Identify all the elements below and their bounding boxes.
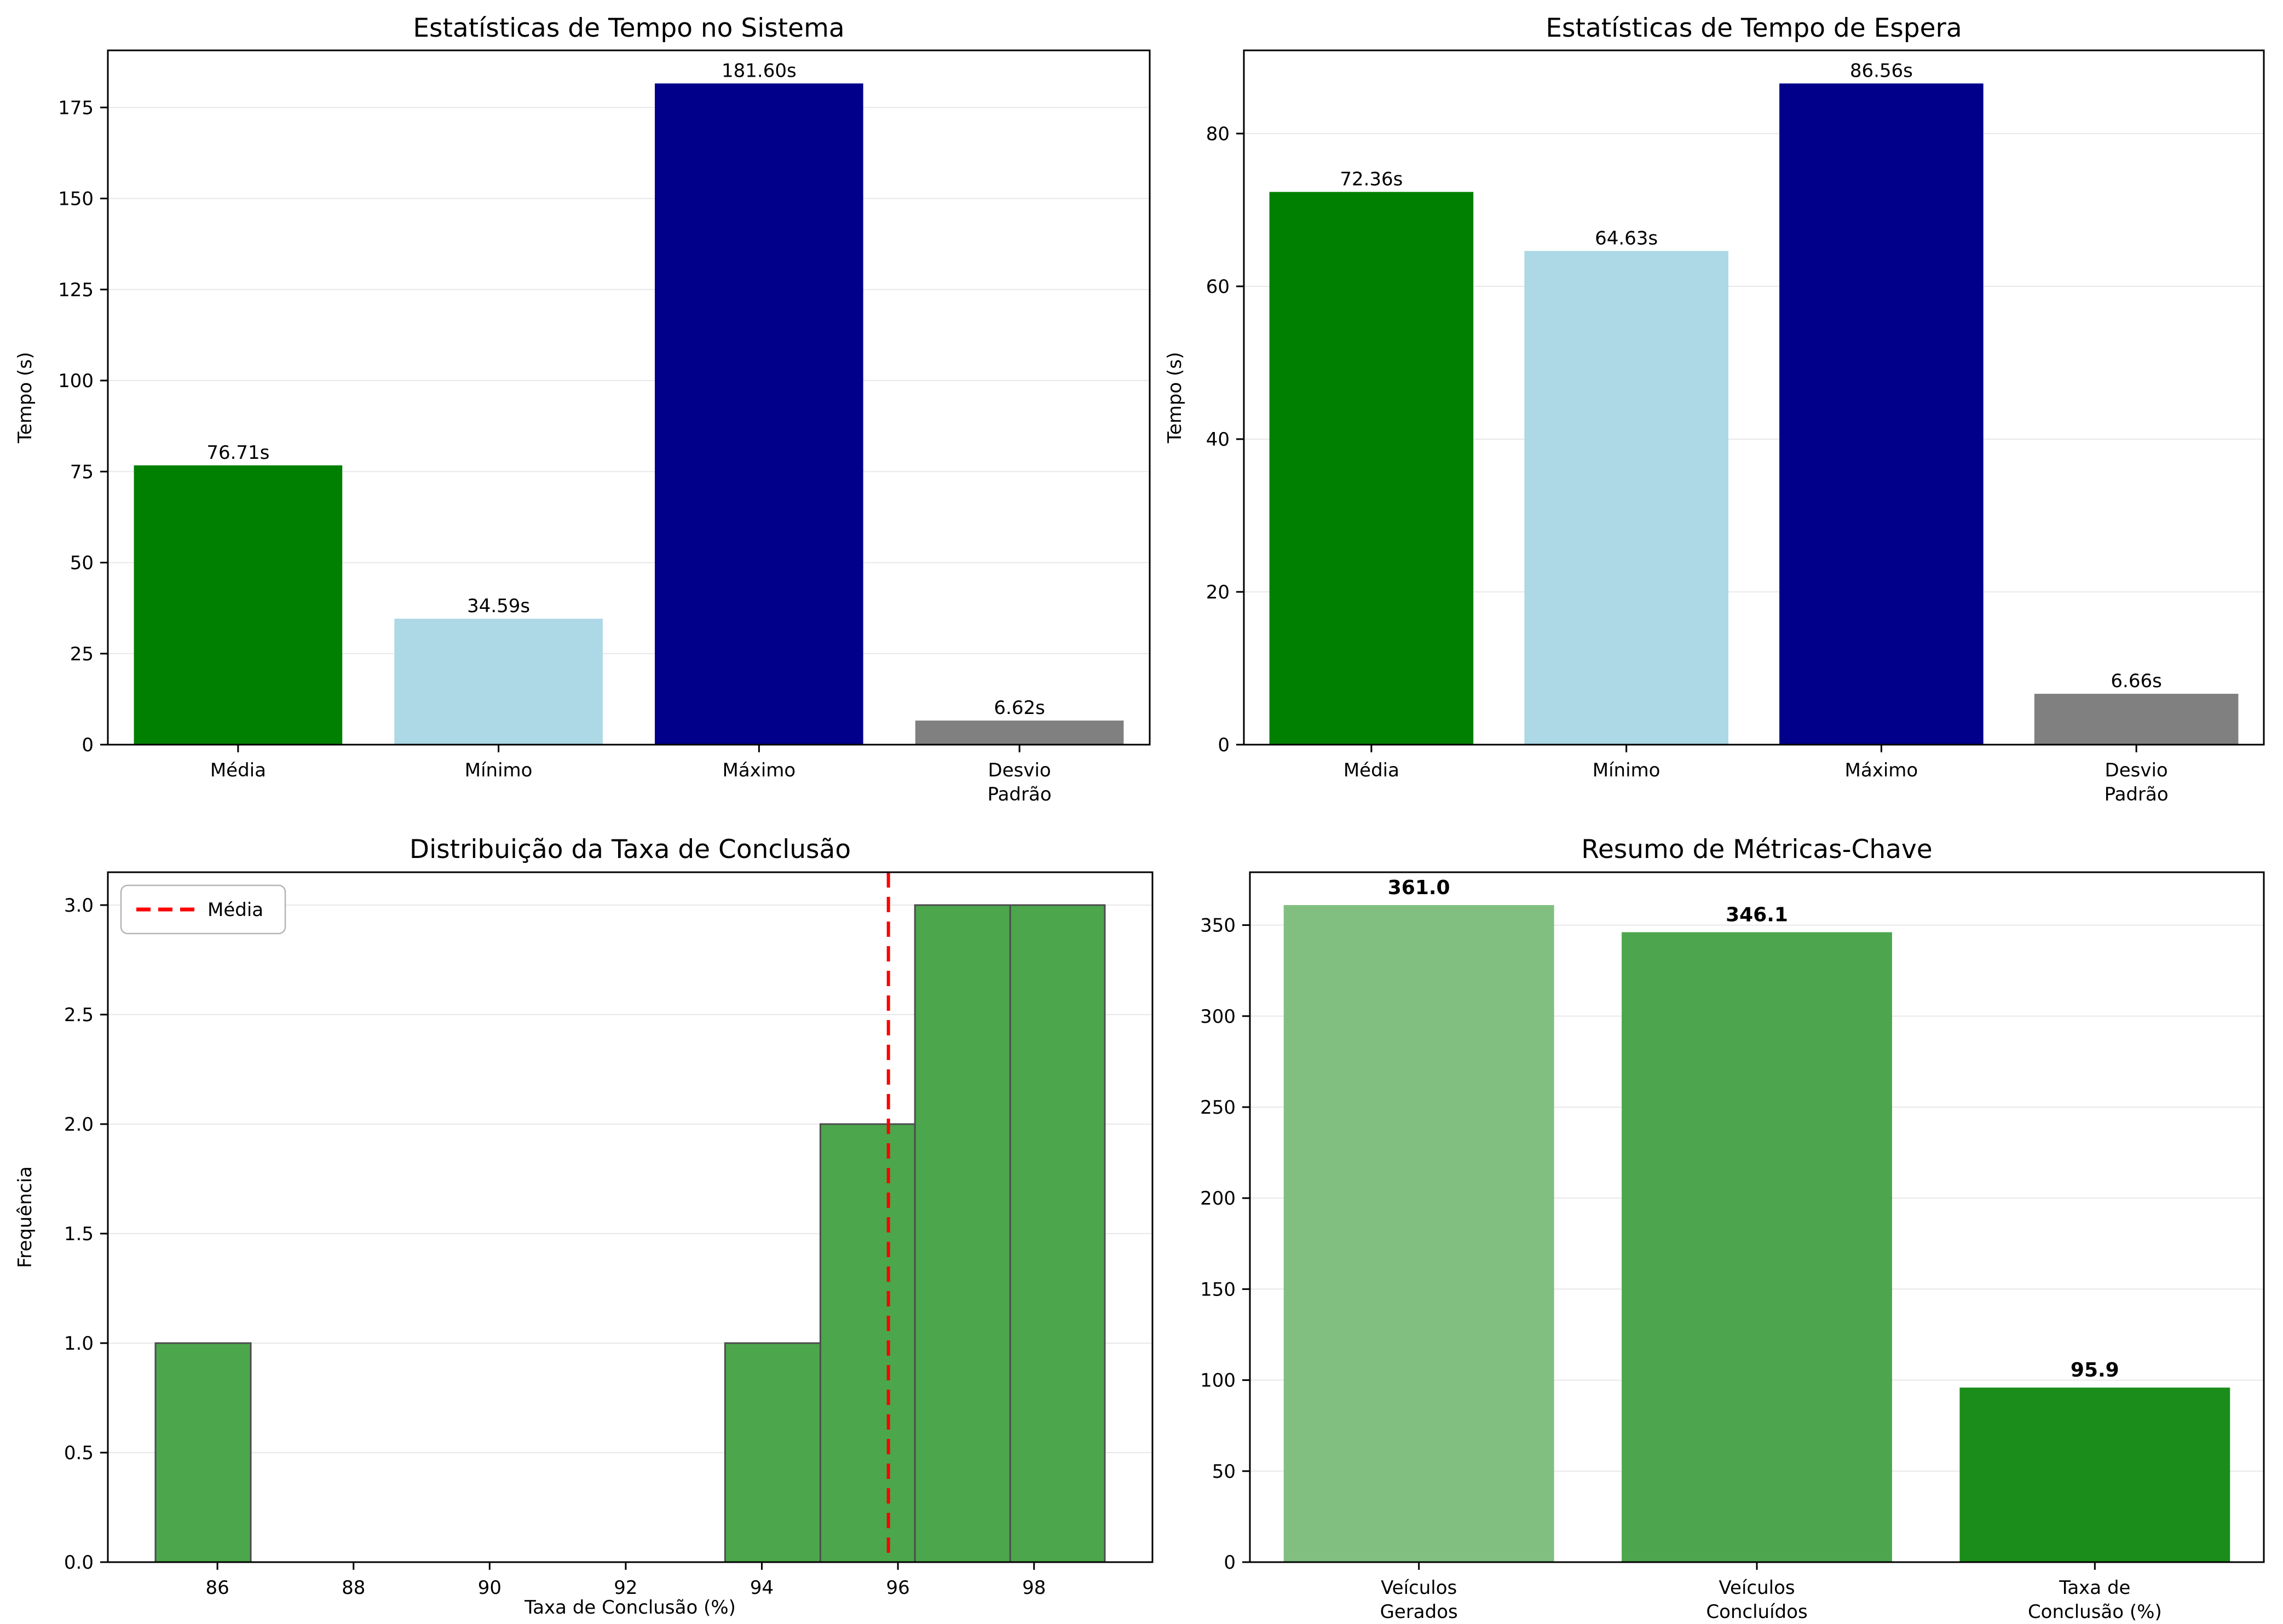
x-tick-label: Média — [210, 759, 266, 781]
y-tick-label: 1.5 — [64, 1223, 94, 1245]
x-tick-label: Desvio Padrão — [988, 759, 1052, 805]
bar-value-label: 6.66s — [2111, 670, 2161, 692]
y-tick-label: 50 — [1212, 1461, 1236, 1483]
axes-spines — [107, 871, 1154, 1563]
bar — [1779, 83, 1984, 745]
x-tick-label: Média — [1344, 759, 1399, 781]
axes-spines — [1243, 49, 2265, 746]
x-tick-label: 88 — [342, 1577, 365, 1599]
bar — [1269, 192, 1474, 745]
bar-value-label: 361.0 — [1388, 877, 1450, 899]
x-tick-label: Desvio Padrão — [2105, 759, 2169, 805]
x-tick-label: 98 — [1022, 1577, 1046, 1599]
bar-chart-4: 361.0 346.1 95.9 Veículos Gerados Veículos Con… — [1200, 871, 2265, 1623]
y-tick-label: 100 — [1200, 1370, 1236, 1392]
x-tick-label: Mínimo — [1593, 759, 1661, 781]
y-tick-label: 1.0 — [64, 1333, 94, 1355]
y-tick-label: 125 — [58, 279, 94, 301]
y-tick-label: 25 — [70, 643, 94, 665]
y-tick-label: 100 — [58, 370, 94, 392]
bar-value-label: 76.71s — [206, 442, 269, 464]
y-tick-label: 175 — [58, 97, 94, 119]
x-tick-label: Taxa de Conclusão (%) — [2028, 1577, 2162, 1623]
bar — [2034, 694, 2239, 745]
y-tick-label: 0 — [1218, 734, 1230, 756]
chart3-title: Distribuição da Taxa de Conclusão — [409, 834, 851, 865]
histogram-3: 86 88 90 92 94 96 98 Média 0.0 0.5 1.0 1.5 2.0 2.5 3.0 — [64, 871, 1154, 1599]
bar — [134, 465, 343, 745]
chart1-title: Estatísticas de Tempo no Sistema — [413, 13, 845, 43]
y-tick-label: 40 — [1206, 429, 1230, 451]
bar — [1622, 932, 1892, 1562]
y-tick-label: 0.5 — [64, 1442, 94, 1464]
bar-value-label: 34.59s — [467, 595, 530, 617]
chart4-title: Resumo de Métricas-Chave — [1581, 834, 1933, 865]
chart2-ylabel: Tempo (s) — [1164, 352, 1186, 444]
x-tick-label: 90 — [478, 1577, 501, 1599]
legend-box — [120, 884, 286, 935]
x-tick-label: 86 — [205, 1577, 229, 1599]
y-tick-label: 150 — [58, 188, 94, 210]
chart3-xlabel: Taxa de Conclusão (%) — [524, 1597, 736, 1619]
legend: Média — [120, 884, 286, 935]
bar — [915, 720, 1124, 745]
bar — [655, 83, 863, 745]
histogram-bar — [914, 904, 1011, 1563]
bar-value-label: 346.1 — [1726, 904, 1788, 926]
x-tick-label: Veículos Gerados — [1380, 1577, 1458, 1623]
bar-chart-2: 72.36s 64.63s 86.56s 6.66s Média Mínimo Máximo… — [1206, 49, 2265, 805]
chart1-ylabel: Tempo (s) — [14, 352, 36, 444]
bar — [394, 618, 603, 745]
bar-value-label: 95.9 — [2071, 1359, 2119, 1381]
y-tick-label: 200 — [1200, 1188, 1236, 1210]
y-tick-label: 0 — [1224, 1552, 1236, 1574]
chart3-ylabel: Frequência — [14, 1166, 36, 1268]
x-tick-label: 92 — [614, 1577, 637, 1599]
y-tick-label: 20 — [1206, 581, 1230, 603]
y-tick-label: 80 — [1206, 123, 1230, 145]
bar-value-label: 6.62s — [994, 697, 1045, 719]
bar-value-label: 86.56s — [1850, 60, 1913, 82]
x-tick-label: Máximo — [1845, 759, 1918, 781]
chart2-title: Estatísticas de Tempo de Espera — [1546, 13, 1962, 43]
bar-value-label: 64.63s — [1595, 227, 1658, 249]
y-tick-label: 50 — [70, 552, 94, 574]
y-tick-label: 300 — [1200, 1006, 1236, 1028]
x-tick-label: 94 — [750, 1577, 774, 1599]
y-tick-label: 75 — [70, 461, 94, 483]
legend-label: Média — [207, 899, 263, 921]
bar-chart-1: 76.71s 34.59s 181.60s 6.62s Média Mínimo Máxim… — [58, 49, 1151, 805]
y-tick-label: 150 — [1200, 1279, 1236, 1300]
y-tick-label: 350 — [1200, 915, 1236, 937]
y-tick-label: 2.0 — [64, 1114, 94, 1136]
histogram-bar — [154, 1342, 252, 1563]
y-tick-label: 250 — [1200, 1097, 1236, 1119]
y-tick-label: 0.0 — [64, 1552, 94, 1574]
x-tick-label: 96 — [886, 1577, 909, 1599]
x-tick-label: Veículos Concluídos — [1706, 1577, 1807, 1623]
axes-spines — [107, 49, 1151, 746]
bar-value-label: 72.36s — [1340, 169, 1403, 191]
histogram-bar — [724, 1342, 821, 1563]
y-tick-label: 0 — [82, 734, 94, 756]
x-tick-label: Máximo — [723, 759, 796, 781]
bar — [1283, 905, 1554, 1562]
bar — [1959, 1387, 2230, 1562]
y-tick-label: 2.5 — [64, 1004, 94, 1026]
axes-spines — [1249, 871, 2265, 1563]
x-tick-label: Mínimo — [465, 759, 533, 781]
y-tick-label: 60 — [1206, 276, 1230, 298]
bar-value-label: 181.60s — [722, 60, 797, 82]
histogram-bar — [1009, 904, 1106, 1563]
y-tick-label: 3.0 — [64, 895, 94, 917]
bar — [1524, 251, 1728, 745]
histogram-bar — [819, 1123, 916, 1563]
